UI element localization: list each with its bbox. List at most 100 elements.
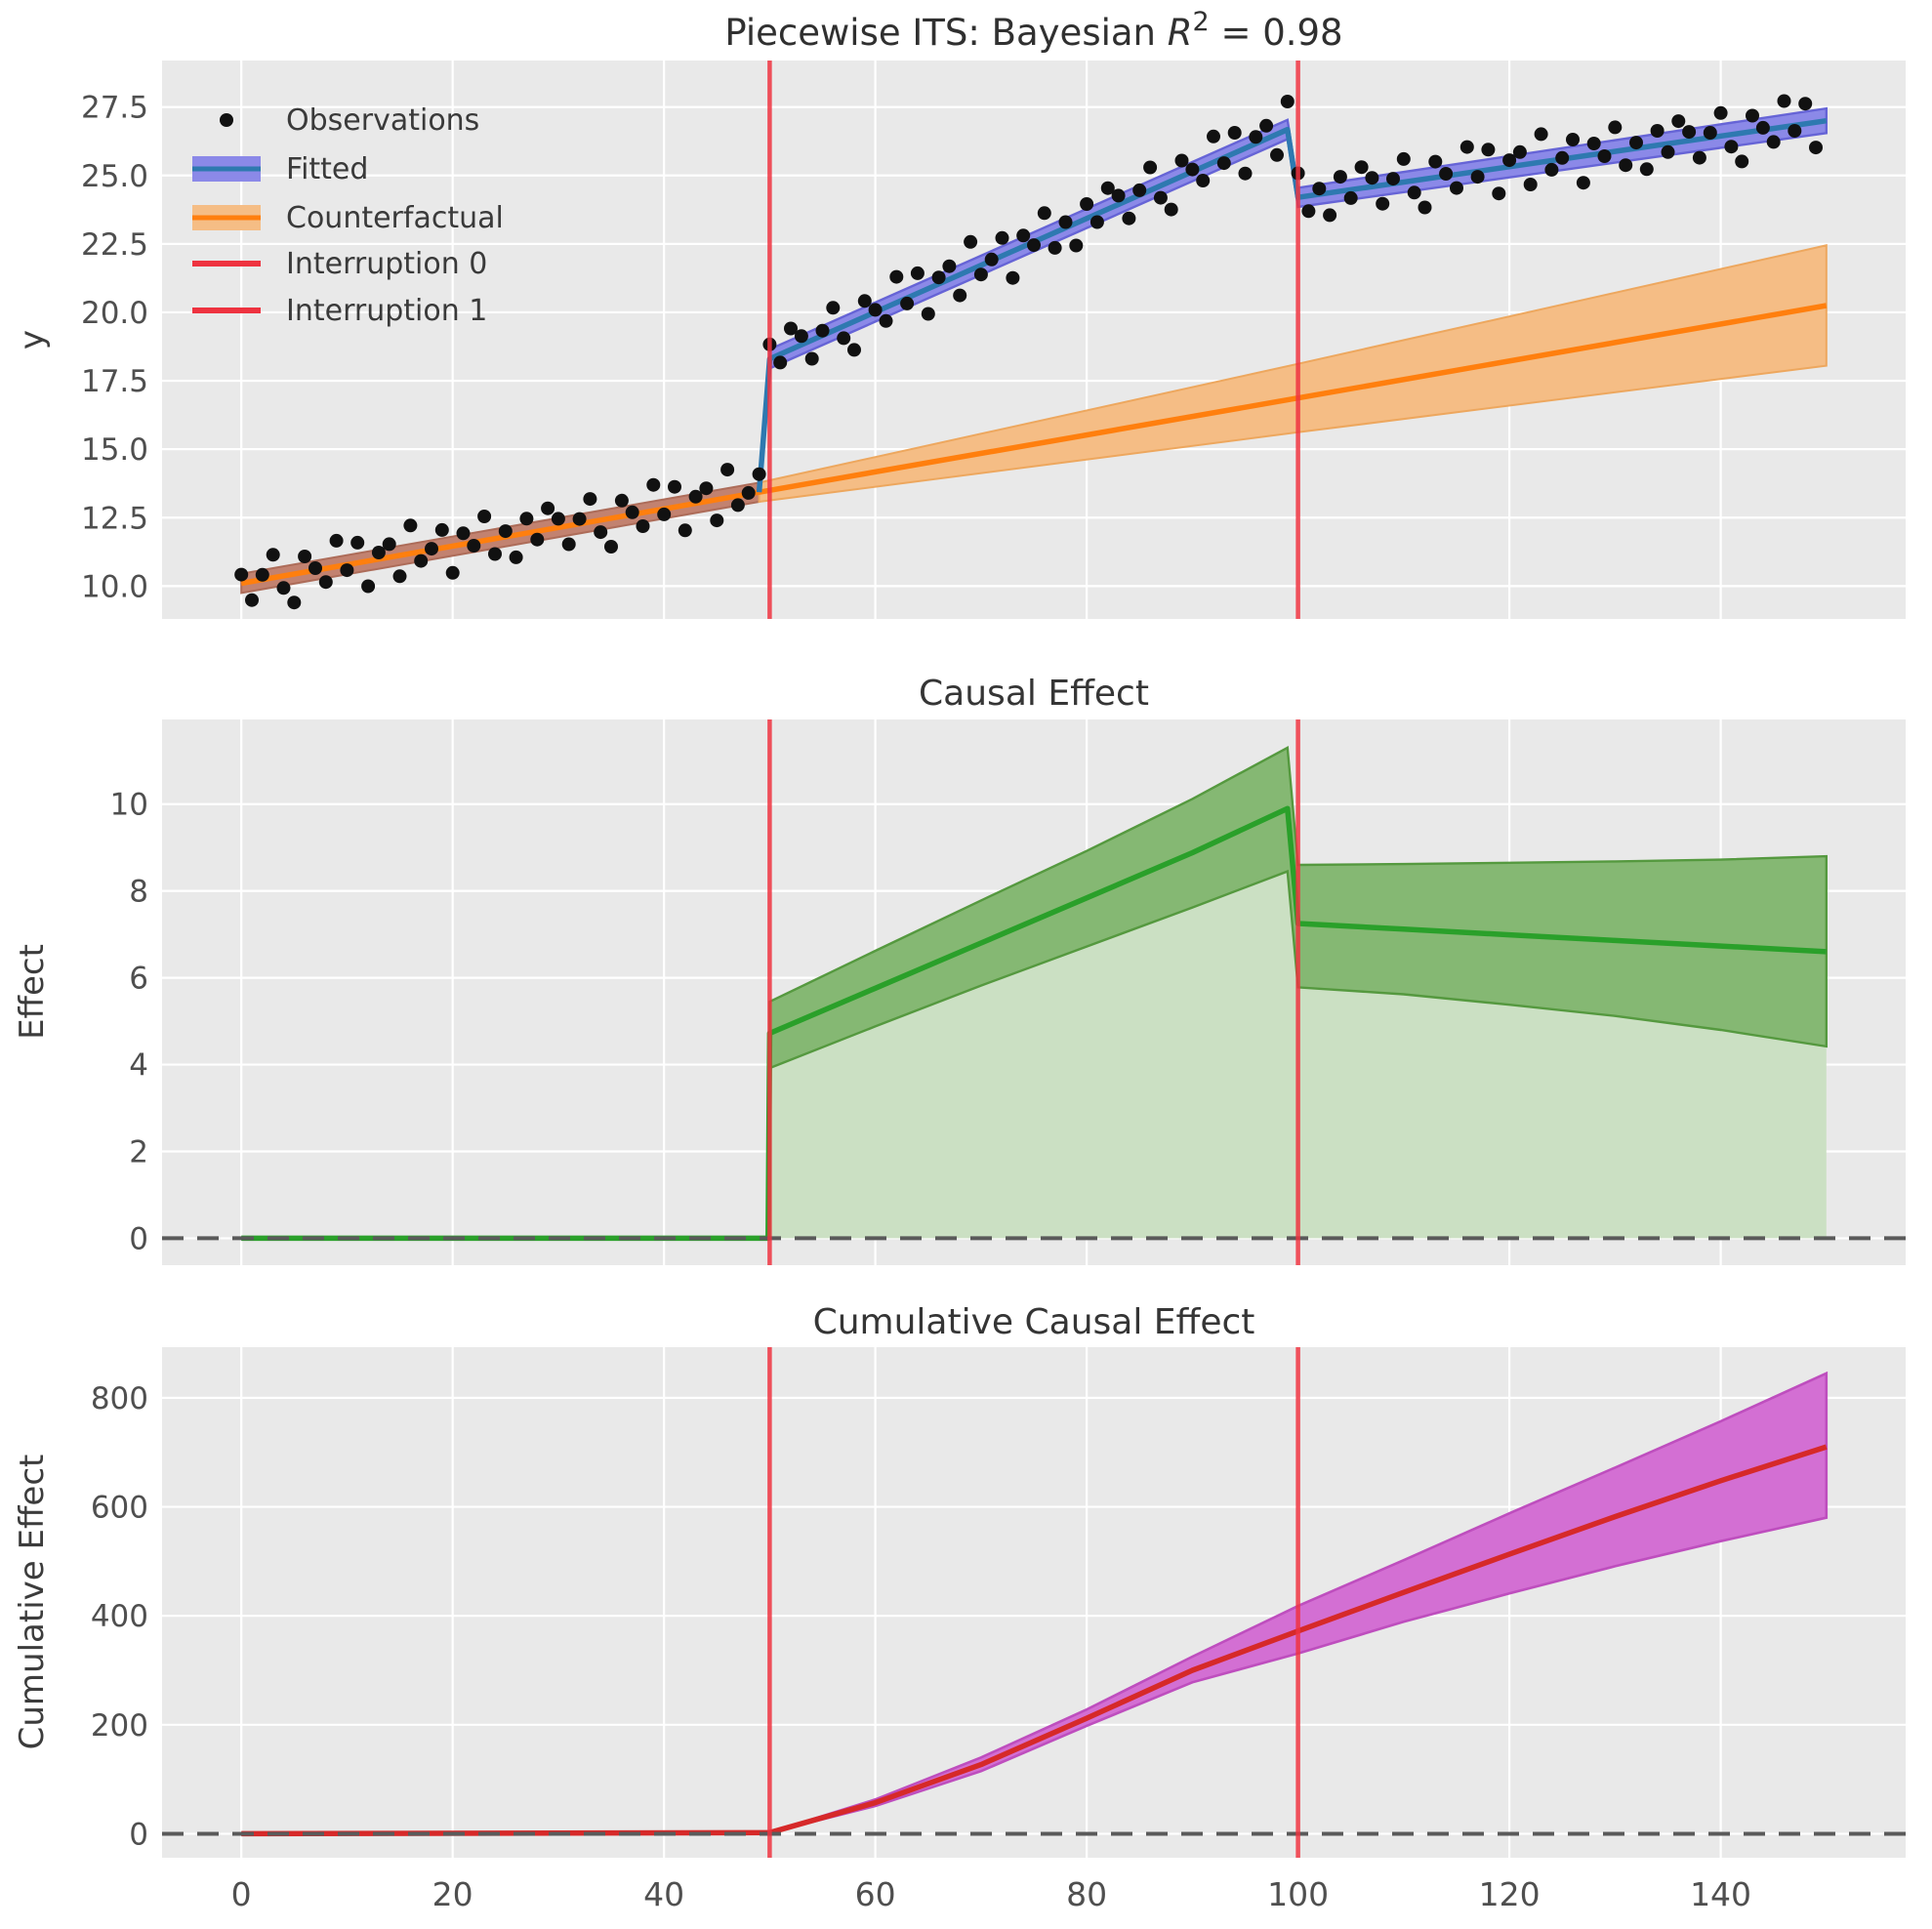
observation-point [1227,126,1242,140]
observation-point [1111,188,1126,203]
observation-point [1089,215,1104,229]
observation-point [1069,238,1084,253]
xtick-label: 80 [1066,1875,1107,1913]
observation-point [1418,200,1432,215]
observation-point [1196,174,1211,187]
observation-point [1407,185,1421,200]
observation-point [456,526,471,541]
observation-point [519,512,534,526]
observation-point [1249,130,1263,144]
xtick-label: 140 [1690,1875,1751,1913]
observation-point [657,507,672,521]
legend-label-observations: Observations [286,103,479,138]
xtick-label: 100 [1267,1875,1329,1913]
cumulative-line [241,1444,1828,1837]
xtick-label: 0 [231,1875,252,1913]
observation-point [1650,124,1665,138]
legend-label-fitted: Fitted [286,152,368,186]
bot-panel-background [162,1347,1906,1858]
observation-point [1100,181,1115,195]
observation-point [794,329,808,344]
observation-point [1006,270,1020,285]
y-axis-label-top: y [13,330,52,349]
observation-point [1122,211,1136,226]
observation-point [477,510,492,523]
observation-point [340,563,354,578]
observation-point [1207,129,1220,144]
observation-point [1354,160,1369,175]
observation-point [910,266,925,280]
observation-point [973,267,988,282]
observation-point [1629,136,1643,150]
observation-point [752,467,766,481]
xtick-label: 120 [1479,1875,1541,1913]
top-ytick-label: 17.5 [81,364,148,399]
observation-point [572,512,587,526]
observation-point [1661,144,1675,159]
observation-point [1323,208,1337,223]
observation-point [720,463,735,477]
observation-point [1016,228,1031,243]
observation-point [266,548,280,562]
observation-point [953,288,967,303]
observation-point [604,540,618,554]
mid-ytick-label: 4 [129,1048,148,1084]
observation-point [730,498,745,513]
observation-point [1386,172,1400,186]
top-ytick-label: 22.5 [81,227,148,263]
observation-point [1619,158,1633,173]
observation-point [710,513,724,528]
observation-point [1777,94,1791,108]
observation-point [1216,156,1231,171]
observation-point [255,567,269,582]
observation-point [530,532,545,547]
observation-point [995,230,1009,245]
observation-point [1450,181,1463,195]
observation-point [900,296,915,310]
observation-point [1376,196,1390,211]
observation-point [942,259,957,273]
chart-render-layer: 10.012.515.017.520.022.525.027.502468100… [81,61,1906,1913]
observation-point [1164,202,1178,217]
observation-point [1238,166,1253,181]
observation-point [1512,144,1527,159]
top-ytick-label: 27.5 [81,91,148,126]
observation-point [1639,162,1654,177]
observation-point [541,501,555,515]
observation-point [1492,186,1506,201]
observation-point [1788,124,1802,138]
legend-label-counterfactual: Counterfactual [286,201,504,235]
observation-point [1343,190,1358,205]
top-panel-series [234,94,1829,610]
observation-point [329,533,344,548]
observation-point [1608,120,1623,135]
observation-point [1396,151,1411,166]
observation-point [1037,206,1051,221]
observation-point [1080,197,1094,211]
y-axis-label-middle: Effect [13,944,52,1040]
top-ytick-label: 15.0 [81,432,148,468]
observation-point [784,321,798,336]
observation-point [984,252,999,267]
observation-point [847,343,861,357]
bottom-panel-series [162,1371,1906,1837]
observation-point [350,535,365,550]
observation-point [1153,190,1168,205]
observation-point [1174,153,1189,168]
observation-point [1534,127,1548,142]
observation-point [688,489,703,504]
observation-point [1597,149,1612,163]
observation-point [1280,95,1295,108]
observation-point [382,537,396,552]
y-axis-label-bottom: Cumulative Effect [13,1455,52,1750]
observation-point [1428,154,1443,169]
observation-point [1333,170,1347,185]
observation-point [931,270,946,285]
observation-point [879,313,893,328]
observation-point [1365,171,1379,185]
observation-point [1576,176,1590,190]
observation-point [1692,150,1706,165]
observation-point [1459,140,1474,154]
observation-point [868,303,883,317]
observation-point [392,569,407,584]
